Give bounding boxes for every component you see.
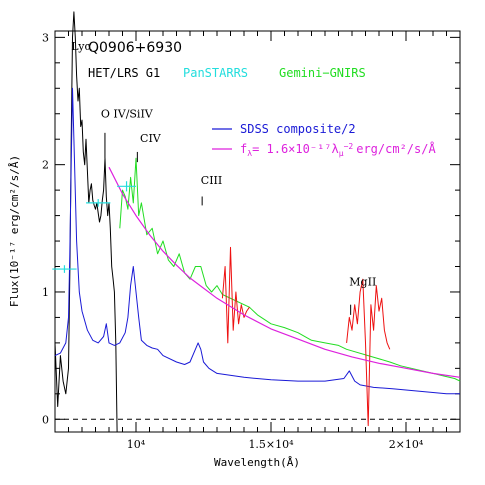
series-line-4 <box>346 278 391 427</box>
series-line-2 <box>119 157 461 382</box>
legend-gemini: Gemini−GNIRS <box>279 66 366 80</box>
panstarrs-point-1 <box>86 199 111 207</box>
y-axis-label: Flux(10⁻¹⁷ erg/cm²/s/Å) <box>8 155 21 307</box>
fit-sub: λ <box>247 149 252 158</box>
x-tick-label-0: 10⁴ <box>127 438 146 451</box>
fit-mid: = 1.6×10⁻¹⁷λ <box>252 142 339 156</box>
line-markers <box>104 132 352 315</box>
annotation-1: O IV/SiIV <box>101 108 154 121</box>
x-tick-label-2: 2×10⁴ <box>389 438 424 451</box>
legend-sdss: SDSS composite/2 <box>240 122 356 136</box>
legend-fit: fλ= 1.6×10⁻¹⁷λμ−2 erg/cm²/s/Å <box>240 141 436 158</box>
panstarrs-point-0 <box>52 265 77 273</box>
panstarrs-point-2 <box>117 181 136 192</box>
chart-title: Q0906+6930 <box>88 40 182 56</box>
y-tick-label-0: 0 <box>42 413 49 426</box>
fit-sub2: μ <box>339 149 344 158</box>
fit-prefix: f <box>240 142 247 156</box>
x-axis-label: Wavelength(Å) <box>214 456 300 469</box>
axis-ticks: 10⁴ 1.5×10⁴ 2×10⁴ 0 1 2 3 <box>42 31 461 451</box>
fit-units: erg/cm²/s/Å <box>356 141 436 156</box>
y-tick-label-1: 1 <box>42 286 49 299</box>
y-tick-label-3: 3 <box>42 31 49 44</box>
annotations: Lyα O IV/SiIV CIV CIII MgII <box>71 40 376 289</box>
annotation-0: Lyα <box>71 40 92 53</box>
series-line-5 <box>108 166 461 378</box>
series-layer <box>52 11 461 433</box>
series-line-1 <box>54 87 460 395</box>
fit-sup: −2 <box>344 142 354 151</box>
legend-panstarrs: PanSTARRS <box>183 66 248 80</box>
annotation-3: CIII <box>201 174 222 187</box>
legend-het: HET/LRS G1 <box>88 66 160 80</box>
annotation-4: MgII <box>349 276 376 289</box>
x-tick-label-1: 1.5×10⁴ <box>248 438 294 451</box>
annotation-2: CIV <box>140 132 162 145</box>
series-line-3 <box>221 246 250 344</box>
y-tick-label-2: 2 <box>42 159 49 172</box>
